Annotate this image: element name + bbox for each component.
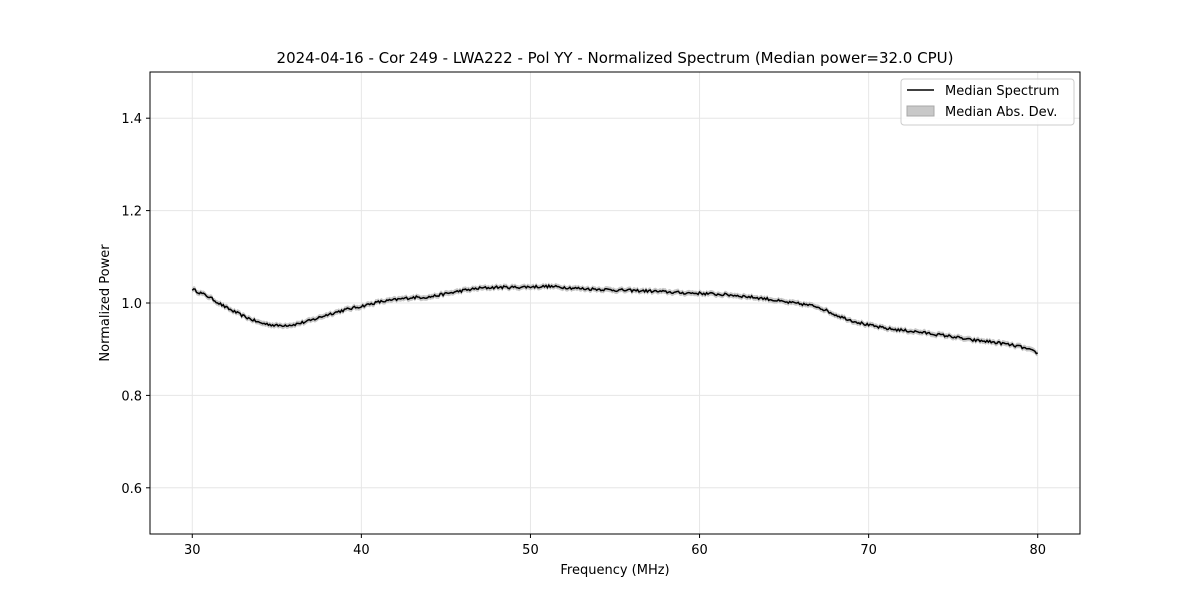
x-tick-label: 70 [860,543,877,558]
x-axis-ticks: 30 40 50 60 70 80 [184,534,1046,558]
median-spectrum-line [191,283,1038,355]
legend-median-label: Median Spectrum [945,84,1059,99]
y-axis-ticks: 0.6 0.8 1.0 1.2 1.4 [121,112,150,497]
y-tick-label: 0.6 [121,482,142,497]
y-tick-label: 1.0 [121,297,142,312]
mad-band [192,282,1038,357]
mad-band-layer [192,282,1038,357]
x-tick-label: 80 [1029,543,1046,558]
x-tick-label: 30 [184,543,201,558]
y-axis-label: Normalized Power [98,244,113,362]
grid-lines [150,72,1080,534]
legend-box [900,78,1075,126]
y-tick-label: 1.4 [121,112,142,127]
y-tick-label: 0.8 [121,389,142,404]
x-axis-label: Frequency (MHz) [560,563,669,578]
legend-mad-swatch [906,105,935,117]
y-tick-label: 1.2 [121,205,142,220]
x-tick-label: 50 [522,543,539,558]
x-tick-label: 40 [353,543,370,558]
legend-mad-label: Median Abs. Dev. [945,105,1057,120]
x-tick-label: 60 [691,543,708,558]
legend: Median Spectrum Median Abs. Dev. [900,78,1075,126]
median-line-layer [191,283,1038,355]
chart-title: 2024-04-16 - Cor 249 - LWA222 - Pol YY -… [277,49,954,67]
